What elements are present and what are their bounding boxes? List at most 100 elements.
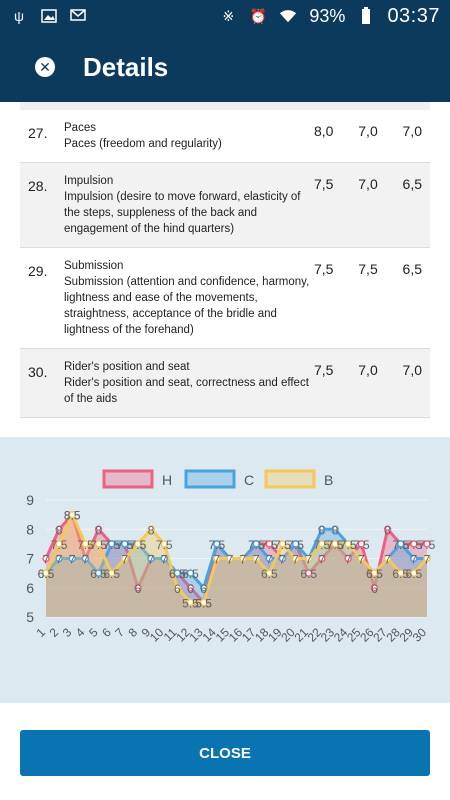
score-b: 6,5 <box>402 261 422 277</box>
data-point <box>55 525 63 533</box>
x-tick-label: 4 <box>73 625 88 640</box>
image-icon <box>40 7 58 25</box>
data-point <box>199 598 208 607</box>
clock: 03:37 <box>387 4 440 27</box>
data-label: 6.5 <box>392 567 409 581</box>
data-label: 6.5 <box>38 567 55 581</box>
y-tick-label: 5 <box>26 609 34 625</box>
data-point <box>107 569 116 577</box>
data-point <box>265 554 274 563</box>
data-point <box>160 554 168 563</box>
data-label: 7 <box>82 553 89 567</box>
data-label: 7 <box>292 553 299 567</box>
bottom-bar: CLOSE <box>0 703 450 800</box>
data-label: 7 <box>305 553 312 567</box>
data-label: 7 <box>161 553 168 567</box>
x-tick-label: 30 <box>410 625 430 645</box>
data-point <box>291 554 300 563</box>
data-label: 5.5 <box>195 596 212 610</box>
data-label: 7.5 <box>353 538 370 552</box>
data-label: 6.5 <box>366 567 383 581</box>
data-point <box>410 540 418 548</box>
y-tick-label: 9 <box>26 492 34 508</box>
data-label: 7.5 <box>116 538 133 552</box>
data-label: 7 <box>279 553 286 567</box>
data-label: 8 <box>148 523 155 537</box>
item-scores: 7,5 7,0 7,0 <box>314 359 430 407</box>
data-point <box>370 569 379 577</box>
data-label: 7 <box>345 553 352 567</box>
item-number: 30. <box>28 364 48 380</box>
data-label: 7 <box>148 553 155 567</box>
data-label: 6 <box>174 582 181 596</box>
data-label: 7 <box>227 553 234 567</box>
data-label: 7 <box>69 553 76 567</box>
data-label: 7 <box>358 553 365 567</box>
data-point <box>94 525 103 533</box>
item-number: 27. <box>28 125 48 141</box>
close-icon[interactable]: ✕ <box>35 57 55 77</box>
score-c: 7,5 <box>358 261 378 277</box>
bluetooth-icon: ※ <box>222 7 235 24</box>
data-point <box>396 569 405 577</box>
y-tick-label: 7 <box>26 551 34 567</box>
score-chart: 56789HCB788.5787.57.56776.565.57.5777.57… <box>0 437 450 703</box>
item-description: Submission (attention and confidence, ha… <box>64 276 310 336</box>
score-h: 7,5 <box>314 176 334 192</box>
close-button[interactable]: CLOSE <box>20 730 430 776</box>
data-label: 7 <box>266 553 273 567</box>
data-point <box>410 554 418 563</box>
score-b: 6,5 <box>402 176 422 192</box>
item-scores: 7,5 7,0 6,5 <box>314 173 430 237</box>
data-point <box>186 598 195 607</box>
data-point <box>305 554 313 563</box>
data-point <box>68 554 77 563</box>
data-label: 7 <box>253 553 260 567</box>
data-label: 6 <box>187 582 194 596</box>
usb-icon: ψ <box>14 8 24 24</box>
data-label: 6.5 <box>103 567 120 581</box>
data-label: 7.5 <box>208 538 225 552</box>
data-point <box>278 540 287 548</box>
data-label: 7.5 <box>90 538 107 552</box>
data-point <box>291 540 300 548</box>
data-point <box>383 554 392 563</box>
data-label: 7.5 <box>156 538 173 552</box>
data-label: 7.5 <box>77 538 94 552</box>
score-b: 7,0 <box>402 123 422 139</box>
data-point <box>265 569 274 577</box>
data-label: 8 <box>319 523 326 537</box>
legend-swatch <box>102 469 154 489</box>
score-c: 7,0 <box>358 123 378 139</box>
data-point <box>55 554 63 563</box>
data-point <box>160 540 168 548</box>
item-title: Rider's position and seat <box>64 361 190 373</box>
criteria-list: 27. Paces Paces (freedom and regularity)… <box>20 102 430 418</box>
item-title: Impulsion <box>64 175 114 187</box>
data-point <box>318 540 326 548</box>
legend-label: H <box>162 472 172 488</box>
x-tick-label: 6 <box>99 625 114 640</box>
data-point <box>121 554 129 563</box>
series-area <box>46 514 427 617</box>
data-point <box>186 584 195 592</box>
data-label: 7 <box>240 553 247 567</box>
item-number: 29. <box>28 263 48 279</box>
data-point <box>186 569 195 577</box>
app-bar: ✕ Details <box>0 32 450 102</box>
item-title: Paces <box>64 122 96 134</box>
data-point <box>252 540 260 548</box>
data-label: 7.5 <box>274 538 291 552</box>
data-label: 7.5 <box>314 538 331 552</box>
data-point <box>265 540 274 548</box>
data-point <box>278 554 287 563</box>
data-label: 7 <box>213 553 220 567</box>
data-point <box>423 540 431 548</box>
data-label: 7.5 <box>419 538 436 552</box>
data-point <box>42 569 50 577</box>
item-number: 28. <box>28 178 48 194</box>
list-top-edge <box>20 102 430 110</box>
data-label: 7.5 <box>392 538 409 552</box>
email-icon <box>70 7 88 25</box>
score-h: 8,0 <box>314 123 334 139</box>
